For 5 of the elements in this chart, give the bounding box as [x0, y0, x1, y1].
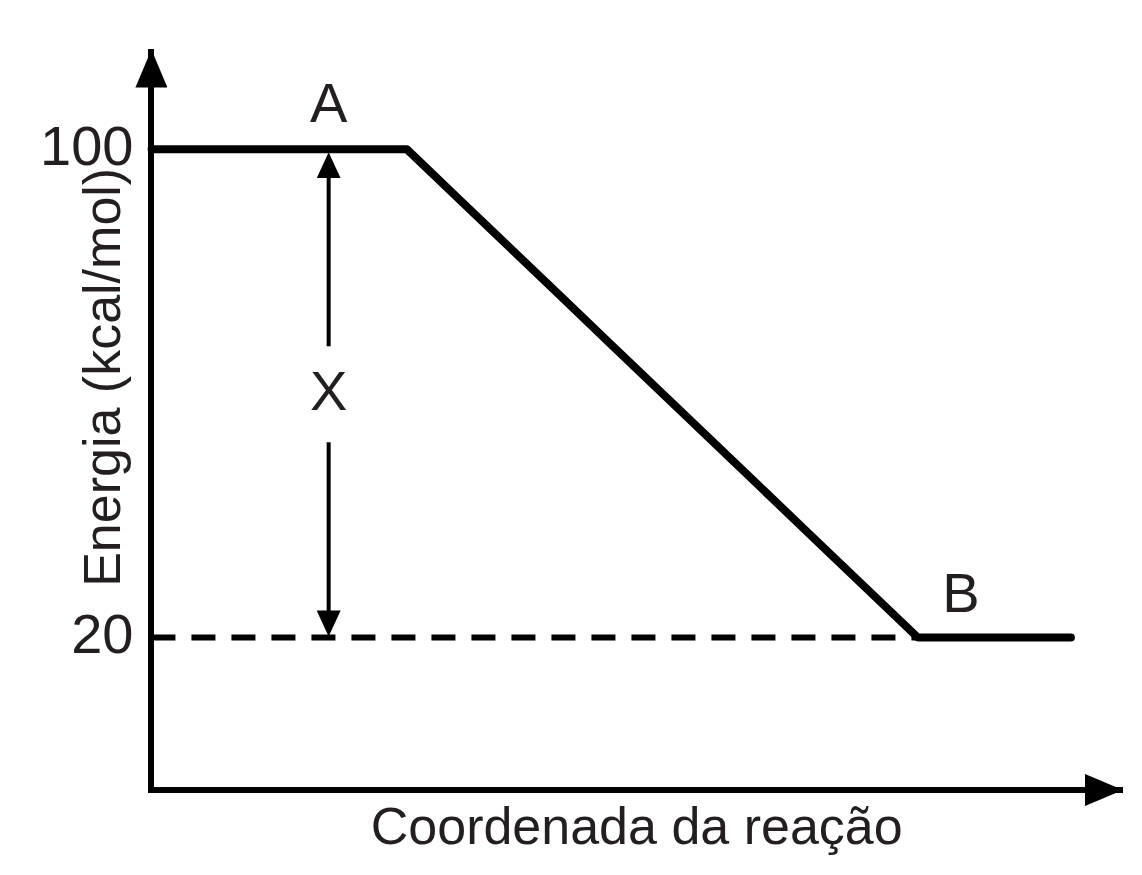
- y-tick-label: 20: [71, 601, 134, 665]
- annotation: X: [309, 358, 348, 422]
- x-axis-title: Coordenada da reação: [370, 797, 903, 855]
- annotation: B: [942, 561, 980, 625]
- annotation: A: [309, 71, 348, 135]
